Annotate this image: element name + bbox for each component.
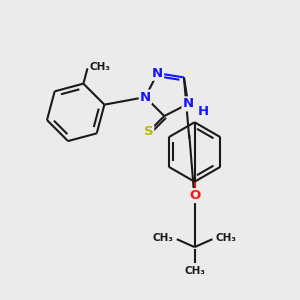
Text: N: N xyxy=(140,91,151,103)
Text: CH₃: CH₃ xyxy=(184,266,205,276)
Text: CH₃: CH₃ xyxy=(89,62,110,72)
Text: N: N xyxy=(152,67,163,80)
Text: S: S xyxy=(144,125,153,138)
Text: CH₃: CH₃ xyxy=(215,233,236,243)
Text: N: N xyxy=(183,98,194,110)
Text: H: H xyxy=(198,105,209,118)
Text: O: O xyxy=(189,189,200,202)
Text: CH₃: CH₃ xyxy=(153,233,174,243)
